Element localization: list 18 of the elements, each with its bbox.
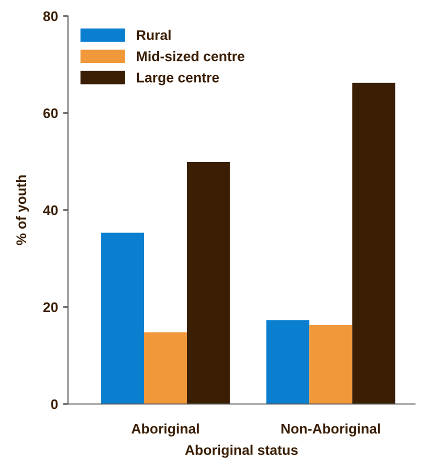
y-tick-label: 0 [51,399,58,410]
bar [186,162,230,404]
bar [144,332,187,404]
y-tick-label: 20 [43,302,58,312]
y-axis-title: % of youth [16,175,29,246]
y-tick-label: 80 [43,11,58,22]
legend-label: Rural [136,30,171,40]
x-tick-label: Aboriginal [132,423,199,436]
bar [266,320,310,404]
bar [309,324,352,404]
y-tick-label: 40 [43,205,58,216]
x-tick-label: Non-Aboriginal [282,423,380,436]
legend-label: Mid-sized centre [136,51,244,62]
legend-label: Large centre [136,72,219,86]
x-axis-title: Aboriginal status [185,444,298,458]
bar [352,82,396,404]
y-tick-label: 60 [43,108,58,118]
bar [101,232,144,404]
